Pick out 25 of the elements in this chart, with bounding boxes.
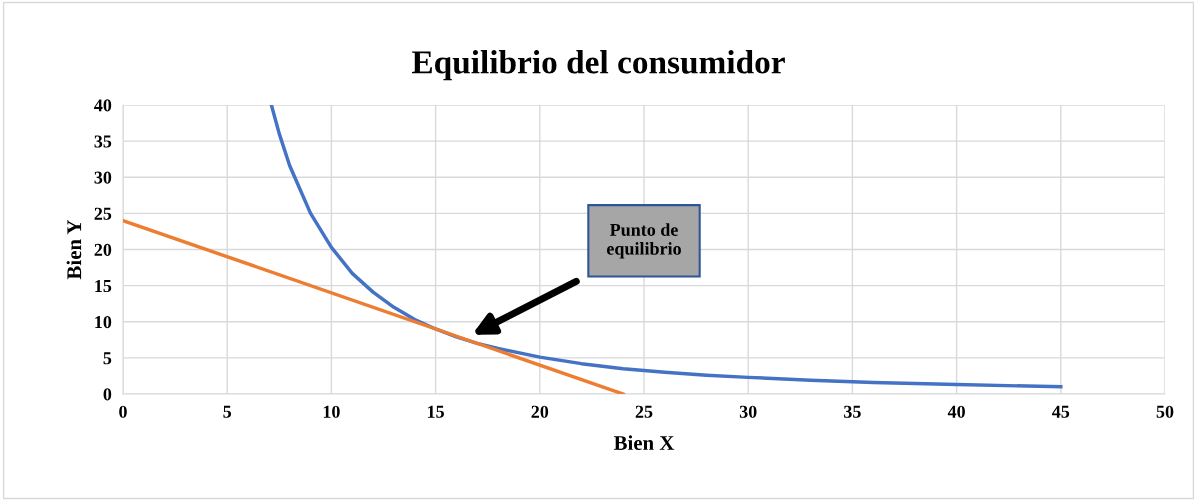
x-tick-label: 30 <box>739 405 757 418</box>
x-tick-label: 0 <box>119 405 127 418</box>
y-tick-label: 5 <box>103 352 112 365</box>
x-tick-label: 45 <box>1052 405 1070 418</box>
y-tick-label: 35 <box>94 135 112 148</box>
annotation: Punto de equilibrio <box>607 223 681 259</box>
y-tick-label: 25 <box>94 207 112 220</box>
y-tick-label: 15 <box>95 279 112 293</box>
x-tick-label: 40 <box>947 405 965 418</box>
x-tick-label: 5 <box>223 405 232 418</box>
x-tick-label: 50 <box>1156 405 1174 418</box>
x-tick-label: 10 <box>323 405 340 418</box>
y-tick-label: 40 <box>94 99 112 112</box>
y-axis-title: Bien Y <box>66 219 82 280</box>
x-tick-label: 35 <box>844 405 861 418</box>
x-tick-label: 20 <box>531 405 549 418</box>
y-tick-label: 20 <box>94 243 112 256</box>
x-tick-label: 25 <box>635 405 653 418</box>
chart-title: Equilibrio del consumidor <box>411 50 785 81</box>
y-tick-label: 10 <box>95 316 112 329</box>
x-axis-title: Bien X <box>613 435 675 451</box>
x-tick-label: 15 <box>428 405 444 418</box>
y-tick-label: 30 <box>94 171 112 184</box>
line-series <box>269 105 1063 389</box>
y-tick-label: 0 <box>103 388 112 401</box>
